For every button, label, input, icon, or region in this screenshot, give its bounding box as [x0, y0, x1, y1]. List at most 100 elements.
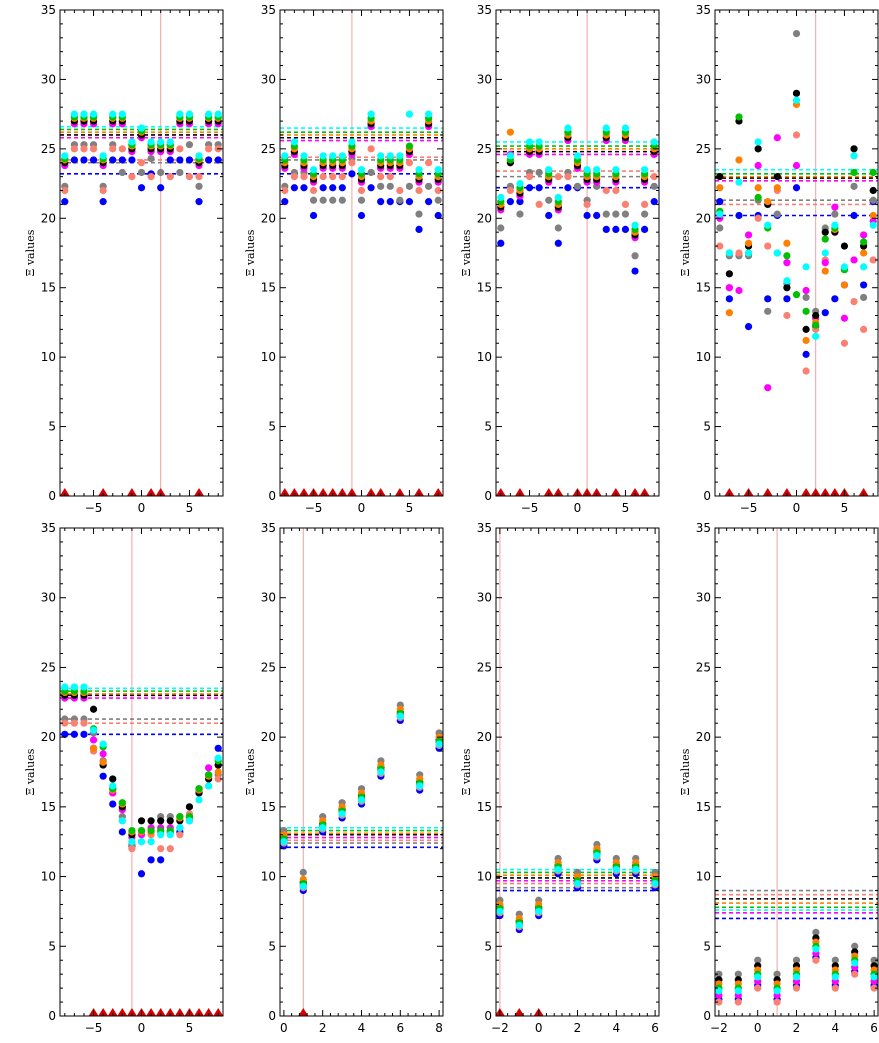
y-tick-label: 30 [261, 591, 276, 605]
point-s6-8 [783, 239, 791, 247]
point-s4-7 [773, 134, 781, 142]
y-axis-label: Ξ values [24, 748, 37, 795]
point-s8-7 [396, 712, 404, 720]
triangle-marker-7 [820, 488, 831, 496]
point-s8-17 [650, 138, 658, 146]
point-s2-1 [715, 970, 723, 978]
triangle-marker-1 [280, 488, 290, 496]
point-s3-11 [157, 845, 165, 853]
point-s8-17 [869, 221, 877, 229]
point-s8-8 [564, 124, 572, 132]
point-s8-11 [157, 831, 165, 839]
point-s7-16 [205, 771, 213, 779]
triangle-marker-5 [155, 488, 166, 496]
triangle-marker-2 [289, 488, 300, 496]
panel-5: 0 5 10 15 20 25 30 35 −5 0 5 Ξ values [24, 521, 224, 1035]
point-s5-4 [89, 705, 98, 713]
point-s5-11 [812, 311, 820, 320]
point-s8-15 [195, 152, 203, 160]
point-s8-5 [319, 152, 327, 160]
point-s1-17 [650, 198, 658, 206]
point-s7-8 [783, 252, 791, 260]
point-s8-13 [176, 110, 184, 118]
point-s3-5 [792, 984, 801, 992]
point-s3-10 [802, 367, 810, 375]
y-tick-label: 25 [41, 142, 56, 156]
point-s1-12 [602, 225, 610, 233]
y-tick-label: 10 [477, 350, 492, 364]
point-s2-1 [716, 224, 724, 232]
point-s2-6 [812, 928, 820, 936]
point-s8-7 [831, 973, 839, 981]
point-s8-1 [496, 907, 504, 916]
point-s8-7 [338, 152, 346, 160]
triangle-marker-2 [98, 488, 109, 496]
point-s1-10 [583, 211, 591, 220]
point-s6-10 [802, 336, 810, 345]
point-s3-1 [61, 186, 69, 195]
point-s2-2 [734, 970, 742, 978]
point-s3-15 [850, 298, 858, 306]
point-s3-6 [329, 173, 337, 181]
y-tick-label: 5 [268, 939, 276, 953]
point-s5-14 [840, 242, 849, 250]
triangle-marker-13 [203, 1008, 214, 1016]
point-s5-6 [109, 775, 117, 783]
point-s8-7 [118, 110, 126, 118]
point-s7-15 [195, 785, 203, 793]
point-s8-9 [651, 879, 659, 888]
triangle-marker-4 [553, 488, 564, 496]
point-s4-10 [802, 286, 810, 295]
point-s3-9 [357, 186, 366, 195]
point-s6-2 [725, 309, 733, 317]
triangle-marker-6 [582, 488, 593, 496]
point-s7-15 [850, 168, 858, 177]
y-axis-label: Ξ values [679, 748, 692, 795]
point-s1-3 [80, 730, 88, 738]
point-s2-10 [147, 154, 155, 163]
point-s4-9 [792, 161, 801, 170]
plot-area [60, 10, 223, 496]
point-s5-7 [773, 173, 781, 181]
point-s3-13 [396, 186, 404, 195]
point-s8-17 [214, 754, 222, 762]
point-s8-13 [396, 152, 404, 160]
point-s7-10 [802, 307, 810, 315]
point-s3-11 [377, 173, 385, 181]
y-tick-label: 20 [477, 211, 492, 225]
point-s2-6 [545, 196, 553, 204]
plot-area [280, 10, 443, 496]
point-s6-4 [744, 239, 753, 247]
point-s8-3 [516, 179, 524, 188]
point-s8-6 [377, 768, 385, 776]
point-s3-3 [754, 984, 762, 992]
triangle-marker-10 [639, 488, 650, 496]
x-tick-label: 0 [535, 1021, 543, 1035]
triangle-marker-10 [858, 488, 869, 496]
point-s3-4 [773, 998, 781, 1006]
y-tick-label: 10 [696, 870, 711, 884]
y-tick-label: 10 [41, 870, 56, 884]
point-s3-14 [185, 173, 194, 181]
point-s3-10 [147, 173, 155, 181]
point-s8-7 [554, 193, 562, 202]
point-s2-8 [851, 942, 859, 950]
point-s2-7 [831, 956, 839, 964]
triangle-marker-8 [610, 488, 621, 496]
triangle-marker-3 [298, 488, 309, 496]
point-s8-9 [137, 838, 146, 846]
point-s8-15 [850, 152, 858, 160]
triangle-marker-8 [346, 488, 357, 496]
point-s1-1 [716, 198, 724, 206]
point-s8-10 [147, 838, 155, 846]
point-s8-10 [583, 166, 591, 174]
point-s8-16 [205, 782, 213, 790]
point-s8-6 [593, 852, 601, 860]
point-s3-17 [434, 186, 442, 195]
point-s3-14 [840, 339, 849, 347]
point-s2-14 [405, 182, 414, 190]
triangle-marker-5 [318, 488, 329, 496]
axes-frame [279, 9, 444, 497]
point-s8-2 [515, 921, 523, 929]
